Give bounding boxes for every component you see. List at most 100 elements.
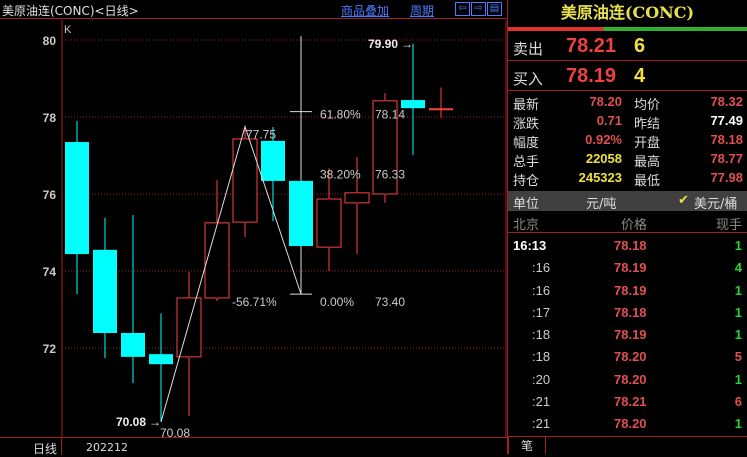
tick-time: :16 (532, 282, 551, 298)
tick-price: 78.19 (614, 260, 647, 276)
next-arrow-icon[interactable]: ⇨ (471, 2, 486, 16)
stat-value: 0.92% (585, 132, 622, 147)
tick-row: :18 78.19 1 (508, 323, 747, 345)
stat-label: 最新 (513, 98, 540, 113)
period-link[interactable]: 周期 (410, 4, 435, 18)
volume-header: 现手 (715, 218, 742, 233)
stat-value: 22058 (585, 151, 622, 166)
stat-label: 幅度 (513, 136, 540, 151)
stat-row: 幅度 0.92% 开盘 78.18 (508, 132, 747, 151)
stat-row: 持仓 245323 最低 77.98 (508, 170, 747, 189)
tick-volume: 5 (734, 349, 742, 365)
stat-value: 78.77 (710, 151, 743, 166)
tick-price: 78.18 (614, 304, 647, 320)
candle-body (289, 180, 313, 246)
date-label: 202212 (86, 441, 128, 454)
unit-row: 单位 元/吨 ✔ 美元/桶 (508, 191, 747, 212)
stat-label: 昨结 (634, 117, 661, 132)
tick-row: :18 78.20 5 (508, 345, 747, 367)
tick-price: 78.19 (614, 282, 647, 298)
buy-sell-ratio-bar (508, 27, 747, 31)
tick-price: 78.20 (614, 371, 647, 387)
tick-price: 78.19 (614, 327, 647, 343)
tick-price: 78.18 (614, 238, 647, 253)
prev-arrow-icon[interactable]: ⇦ (455, 2, 470, 16)
fib-pct: 38.20% (320, 167, 361, 181)
y-tick-label: 76 (43, 188, 57, 202)
tick-time: :18 (532, 349, 551, 365)
stat-value: 78.20 (589, 94, 622, 109)
chart-footer: 日线 202212 (0, 437, 507, 456)
tick-price: 78.20 (614, 349, 647, 365)
stat-row: 涨跌 0.71 昨结 77.49 (508, 113, 747, 132)
quote-panel: 美原油连(CONC) 卖出 78.21 6 买入 78.19 4 最新 78.2… (507, 0, 747, 454)
chart-title: 美原油连(CONC)<日线> (2, 4, 139, 18)
candle-body (401, 100, 425, 109)
tab-ticks[interactable]: 笔 (508, 436, 546, 454)
fib-price: 76.33 (375, 167, 405, 181)
zigzag-line (160, 124, 302, 423)
unit-label: 单位 (513, 197, 540, 212)
tick-row: :16 78.19 1 (508, 279, 747, 301)
stat-label: 持仓 (513, 174, 540, 189)
tick-time: :20 (532, 371, 551, 387)
tick-time: :21 (532, 416, 551, 432)
bid-row: 买入 78.19 4 (508, 61, 747, 91)
tick-volume: 1 (734, 371, 742, 387)
stat-value: 245323 (578, 170, 622, 185)
stat-label: 总手 (513, 155, 540, 170)
tick-volume: 1 (734, 282, 742, 298)
stat-row: 最新 78.20 均价 78.32 (508, 94, 747, 113)
stat-label: 最高 (634, 155, 661, 170)
stat-value: 78.32 (710, 94, 743, 109)
unit-option-yuan-ton[interactable]: 元/吨 (586, 197, 617, 212)
y-tick-label: 74 (43, 265, 57, 279)
bid-price: 78.19 (566, 65, 617, 87)
y-tick-label: 80 (43, 34, 57, 48)
stat-value: 0.71 (596, 113, 622, 128)
candle-body (121, 332, 145, 357)
tick-row: :20 78.20 1 (508, 368, 747, 390)
ticks-list: 16:13 78.18 1:16 78.19 4:16 78.19 1:17 7… (508, 233, 747, 435)
overlay-link[interactable]: 商品叠加 (341, 4, 390, 18)
tick-volume: 4 (734, 260, 742, 276)
fib-price: 73.40 (375, 295, 405, 309)
tick-time: :21 (532, 394, 551, 410)
tick-volume: 1 (734, 416, 742, 432)
peak-label: 77.75 (246, 127, 276, 141)
ask-label: 卖出 (513, 40, 544, 58)
panel-toggle-icon[interactable]: ▤ (487, 2, 502, 16)
ask-volume: 6 (634, 35, 646, 57)
y-tick-label: 78 (43, 111, 57, 125)
unit-option-usd-barrel[interactable]: 美元/桶 (694, 197, 738, 212)
ask-row: 卖出 78.21 6 (508, 31, 747, 61)
tick-row: :17 78.18 1 (508, 301, 747, 323)
tick-price: 78.20 (614, 416, 647, 432)
fib-pct: 61.80% (320, 108, 361, 122)
low-label-2: 70.08 (160, 426, 190, 437)
arrow-icon: → (149, 415, 161, 429)
period-label: 日线 (33, 442, 58, 456)
high-label: 79.90 (368, 37, 398, 51)
chart-header: 美原油连(CONC)<日线> 商品叠加 周期 ⇦ ⇨ ▤ (0, 0, 507, 19)
tick-volume: 1 (734, 327, 742, 343)
bid-volume: 4 (634, 65, 646, 87)
divider (546, 436, 747, 437)
tick-volume: 1 (734, 304, 742, 320)
stat-value: 77.49 (710, 113, 743, 128)
stat-label: 涨跌 (513, 117, 540, 132)
tick-row: :21 78.21 6 (508, 390, 747, 412)
candle-body (149, 354, 173, 365)
candle-body (93, 249, 117, 333)
y-tick-label: 72 (43, 342, 57, 356)
price-header: 价格 (621, 218, 648, 233)
arrow-icon: → (401, 37, 413, 51)
ask-price: 78.21 (566, 35, 617, 57)
tick-price: 78.21 (614, 394, 647, 410)
ratio-label: -56.71% (232, 295, 277, 309)
time-header: 北京 (513, 218, 540, 233)
tick-time: :18 (532, 327, 551, 343)
stat-value: 78.18 (710, 132, 743, 147)
tick-time: :17 (532, 304, 551, 320)
